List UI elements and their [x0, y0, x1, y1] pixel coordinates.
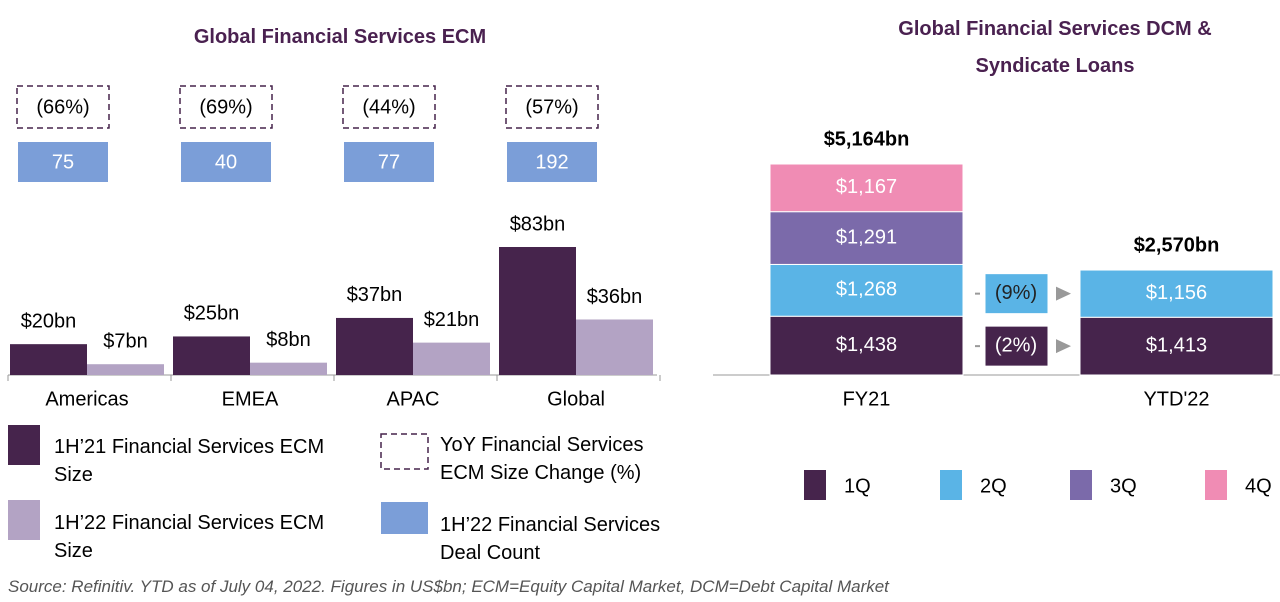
legend-label: 4Q — [1245, 475, 1272, 497]
x-tick-label: Americas — [45, 388, 128, 410]
data-label: $8bn — [266, 329, 311, 351]
count-label: 77 — [378, 151, 400, 173]
data-label: $1,291 — [836, 226, 897, 248]
legend-swatch — [1070, 470, 1092, 500]
bar — [576, 319, 653, 375]
change-label: (57%) — [525, 96, 578, 118]
bar — [413, 342, 490, 375]
count-box — [181, 142, 271, 182]
count-label: 192 — [535, 151, 568, 173]
count-box — [344, 142, 434, 182]
x-tick-label: YTD'22 — [1143, 388, 1209, 410]
x-tick-label: FY21 — [843, 388, 891, 410]
legend-swatch — [1205, 470, 1227, 500]
x-tick-label: EMEA — [222, 388, 279, 410]
legend-swatch — [8, 425, 40, 465]
legend-label: 1Q — [844, 475, 871, 497]
arrow-head — [1056, 339, 1071, 354]
change-box — [16, 85, 110, 129]
bar-segment — [769, 211, 964, 265]
bar — [87, 364, 164, 375]
data-label: $1,413 — [1146, 334, 1207, 356]
data-label: $37bn — [347, 284, 403, 306]
change-label: (66%) — [36, 96, 89, 118]
data-label: $36bn — [587, 286, 643, 308]
legend-swatch — [8, 500, 40, 540]
data-label: $1,268 — [836, 279, 897, 301]
legend-swatch — [380, 433, 429, 470]
bar — [173, 336, 250, 375]
change-box — [984, 273, 1049, 315]
count-label: 75 — [52, 151, 74, 173]
x-tick-label: Global — [547, 388, 605, 410]
change-label: (2%) — [995, 334, 1037, 356]
data-label: $83bn — [510, 213, 566, 235]
x-tick-label: APAC — [387, 388, 440, 410]
data-label: $1,167 — [836, 176, 897, 198]
total-label: $2,570bn — [1134, 234, 1220, 256]
data-label: $1,438 — [836, 334, 897, 356]
change-box — [179, 85, 273, 129]
change-box — [984, 325, 1049, 367]
count-label: 40 — [215, 151, 237, 173]
bar-segment — [769, 163, 964, 213]
bar — [336, 317, 413, 375]
chart-title: Global Financial Services ECM — [193, 26, 487, 48]
legend-label: 1H’22 Financial Services ECM Size — [54, 512, 325, 562]
count-box — [18, 142, 108, 182]
change-box — [505, 85, 599, 129]
data-label: $1,156 — [1146, 282, 1207, 304]
legend-swatch — [381, 502, 428, 534]
data-label: $25bn — [184, 303, 240, 325]
total-label: $5,164bn — [824, 128, 910, 150]
count-box — [507, 142, 597, 182]
bar-segment — [1079, 269, 1274, 318]
bar-segment — [769, 263, 964, 317]
bar — [499, 247, 576, 375]
change-box — [342, 85, 436, 129]
source: Source: Refinitiv. YTD as of July 04, 20… — [8, 577, 889, 596]
change-label: (44%) — [362, 96, 415, 118]
bar — [10, 344, 87, 375]
data-label: $21bn — [424, 309, 480, 331]
legend-label: 3Q — [1110, 475, 1137, 497]
legend-label: YoY Financial Services ECM Size Change (… — [440, 434, 644, 484]
change-label: (9%) — [995, 282, 1037, 304]
chart-title: Global Financial Services DCM & Syndicat… — [898, 18, 1212, 77]
arrow-head — [1056, 286, 1071, 301]
bar — [250, 362, 327, 375]
legend-swatch — [804, 470, 826, 500]
legend-label: 2Q — [980, 475, 1007, 497]
legend-label: 1H’21 Financial Services ECM Size — [54, 436, 325, 486]
data-label: $20bn — [21, 310, 77, 332]
legend-swatch — [940, 470, 962, 500]
legend-label: 1H’22 Financial Services Deal Count — [440, 514, 661, 564]
data-label: $7bn — [103, 330, 148, 352]
change-label: (69%) — [199, 96, 252, 118]
